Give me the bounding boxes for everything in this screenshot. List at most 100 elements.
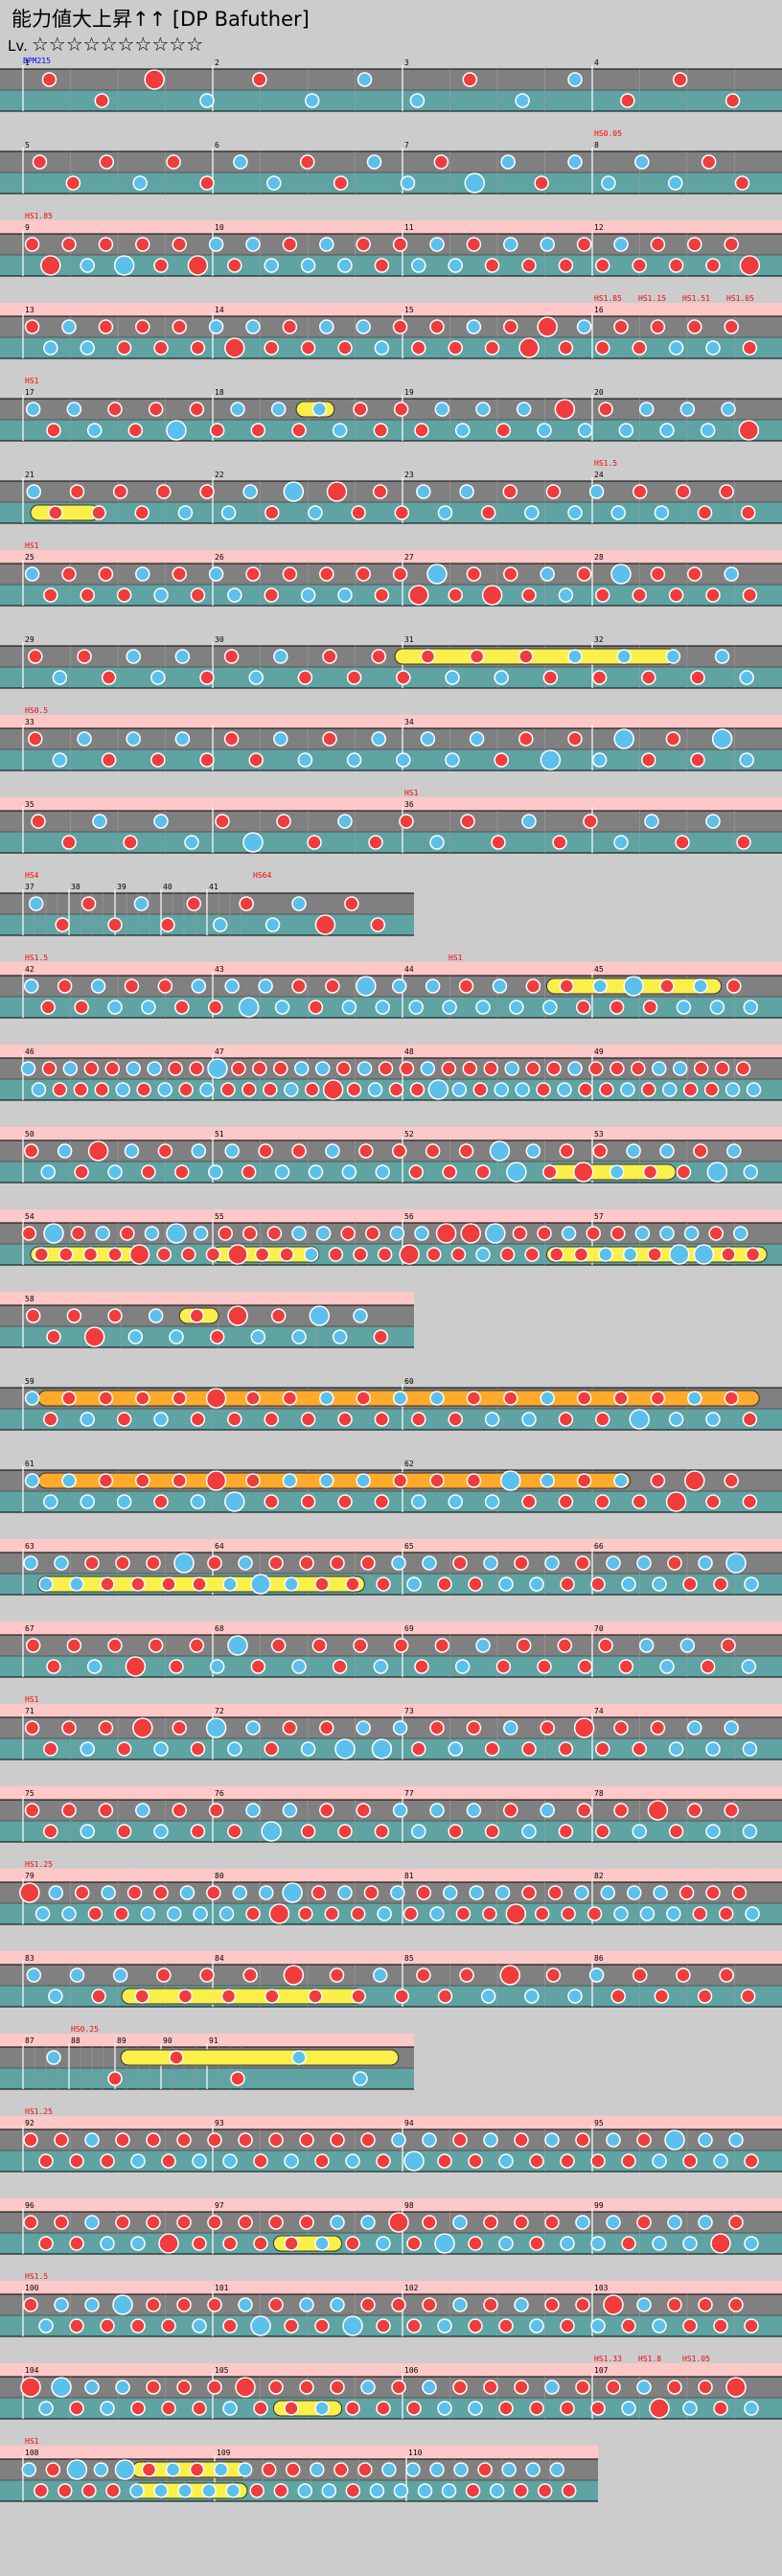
don-note [595, 1741, 610, 1757]
measure-number: 109 [217, 2449, 231, 2457]
ka-note [232, 1885, 248, 1900]
ka-note [100, 2236, 115, 2251]
don-note [491, 835, 506, 850]
don-note [156, 1967, 172, 1983]
ka-note [500, 154, 516, 170]
ka-note [626, 1143, 641, 1159]
don-note [576, 1803, 592, 1818]
don-note [514, 2380, 529, 2395]
scroll-speed-label: HS0.25 [71, 2025, 99, 2034]
don-note [192, 1576, 207, 1592]
ka-note [636, 1555, 652, 1571]
don-note [297, 670, 313, 685]
don-note [115, 2215, 130, 2230]
don-note [209, 423, 225, 438]
don-note [450, 1247, 467, 1262]
don-note [425, 1143, 441, 1159]
measure-number: 19 [404, 388, 414, 397]
ka-note [590, 2236, 606, 2251]
chart-row-13: 46 47 48 49 [0, 1045, 782, 1101]
ka-note [540, 1391, 555, 1406]
don-note [253, 2236, 268, 2251]
ka-note [613, 728, 634, 749]
measure-number: 20 [594, 388, 604, 397]
don-note [205, 1247, 221, 1262]
don-note [735, 1061, 751, 1076]
ka-note [332, 1329, 348, 1345]
don-note [452, 1555, 468, 1571]
don-note [241, 1164, 257, 1180]
don-note [393, 402, 409, 417]
ka-note [451, 1082, 468, 1097]
don-note [346, 670, 362, 685]
ka-note [248, 670, 264, 685]
measure-number: 18 [215, 388, 224, 397]
ka-note [601, 175, 616, 191]
ka-note [540, 566, 555, 582]
don-note [172, 566, 187, 582]
don-note [307, 835, 322, 850]
don-note [23, 2132, 38, 2148]
measure-number: 68 [215, 1624, 224, 1633]
don-note [333, 175, 349, 191]
ka-note [80, 1824, 95, 1839]
don-note [429, 319, 445, 334]
ka-note [705, 340, 721, 356]
ka-note [713, 2153, 728, 2169]
don-note [592, 1143, 608, 1159]
ka-note [629, 1409, 650, 1430]
ka-note [705, 1412, 721, 1427]
don-note [542, 670, 559, 685]
ka-note [291, 1659, 307, 1674]
ka-note [48, 1989, 63, 2004]
ka-note [337, 814, 353, 829]
ka-note [80, 258, 95, 273]
ka-note [150, 670, 166, 685]
don-note [199, 175, 215, 191]
ka-note [373, 1659, 389, 1674]
don-note [172, 1473, 187, 1488]
ka-note [452, 2215, 468, 2230]
don-note [477, 2462, 493, 2477]
don-note [58, 2483, 73, 2498]
measure-number: 36 [404, 800, 414, 809]
don-note [107, 917, 123, 932]
ka-note [115, 1082, 130, 1097]
ka-note [207, 1164, 223, 1180]
ka-note [632, 1824, 647, 1839]
ka-note [475, 402, 491, 417]
ka-note [485, 1223, 506, 1244]
don-note [549, 1247, 564, 1262]
ka-note [672, 1061, 688, 1076]
don-note [356, 237, 371, 252]
ka-note [521, 814, 537, 829]
ka-note [744, 2236, 759, 2251]
measure-number: 95 [594, 2119, 604, 2128]
ka-note [392, 1391, 408, 1406]
don-note [48, 505, 63, 520]
ka-note [107, 1164, 123, 1180]
don-note [392, 319, 408, 334]
don-note [43, 1412, 58, 1427]
don-note [190, 1741, 206, 1757]
don-note [588, 1061, 604, 1076]
measure-number: 25 [25, 553, 34, 562]
don-note [112, 484, 128, 499]
ka-note [613, 835, 629, 850]
don-note [81, 2483, 97, 2498]
don-note [116, 587, 132, 603]
ka-note [724, 1720, 739, 1736]
don-note [503, 566, 518, 582]
don-note [148, 1638, 164, 1653]
measure-number: 79 [25, 1872, 34, 1880]
don-note [282, 319, 298, 334]
don-note [701, 154, 717, 170]
measure-number: 10 [215, 223, 224, 232]
don-note [687, 566, 702, 582]
measure-number: 73 [404, 1707, 414, 1715]
don-note [621, 2236, 636, 2251]
don-note [740, 505, 756, 520]
don-note [632, 587, 647, 603]
ka-note [575, 2215, 590, 2230]
don-note [276, 814, 291, 829]
